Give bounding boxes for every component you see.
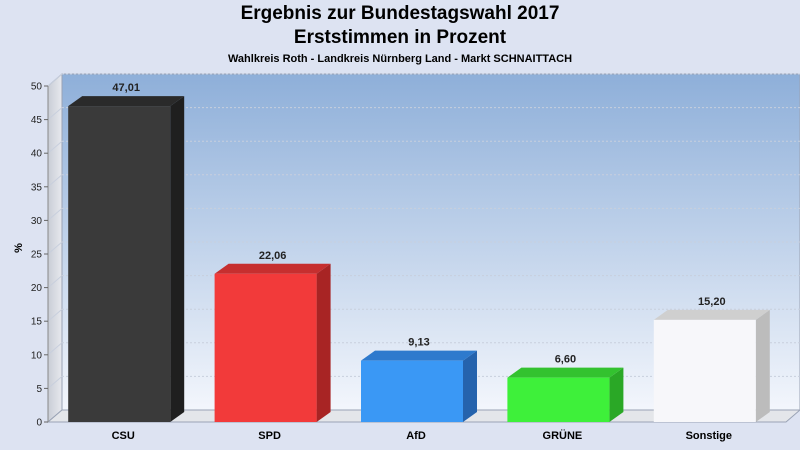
bar-side <box>609 367 624 422</box>
gridline-depth <box>47 241 63 255</box>
y-tick-label: 50 <box>31 82 43 93</box>
bar-side <box>463 350 477 422</box>
bar-front <box>361 360 463 422</box>
data-label: 47,01 <box>112 82 140 94</box>
chart-title: Ergebnis zur Bundestagswahl 2017 <box>240 3 560 24</box>
bar-top <box>507 367 624 378</box>
bar-top <box>214 263 331 274</box>
chart-header: Ergebnis zur Bundestagswahl 2017 Erststi… <box>0 2 800 67</box>
x-axis: CSU SPD AfD GRÜNE Sonstige <box>112 429 732 442</box>
bar-top <box>653 309 770 320</box>
bar-grüne: 6,60 <box>507 354 624 422</box>
gridline-depth <box>47 107 63 120</box>
y-tick-label: 45 <box>31 115 43 126</box>
bars: 47,01 22,06 9,13 6,60 15,20 <box>68 82 770 422</box>
bar-sonstige: 15,20 <box>653 296 770 422</box>
x-tick-label: CSU <box>112 430 135 442</box>
data-label: 9,13 <box>408 337 429 349</box>
gridline-depth <box>47 73 63 87</box>
bar-front <box>214 273 317 422</box>
bar-afd: 9,13 <box>361 337 477 422</box>
data-label: 22,06 <box>259 250 287 262</box>
y-tick-label: 35 <box>31 182 43 193</box>
gridline-depth <box>47 140 63 154</box>
y-tick-label: 10 <box>31 350 43 361</box>
bar-front <box>68 106 171 422</box>
x-tick-label: AfD <box>406 430 426 442</box>
data-label: 6,60 <box>555 354 576 366</box>
y-axis-label: % <box>13 243 25 253</box>
x-tick-label: Sonstige <box>686 430 732 442</box>
gridline-depth <box>47 275 63 288</box>
x-tick-label: SPD <box>258 430 281 442</box>
gridline-depth <box>47 308 63 322</box>
y-tick-label: 5 <box>36 384 42 395</box>
bar-spd: 22,06 <box>214 250 331 422</box>
bar-side <box>170 96 185 422</box>
gridline-depth <box>47 208 63 221</box>
y-tick-label: 15 <box>31 317 43 328</box>
chart-caption: Wahlkreis Roth - Landkreis Nürnberg Land… <box>227 53 573 65</box>
y-axis: 0 5 10 15 20 25 30 35 40 45 50 <box>31 82 49 429</box>
bar-side <box>755 309 770 422</box>
bar-front <box>507 377 610 422</box>
x-tick-label: GRÜNE <box>543 429 583 442</box>
y-tick-label: 25 <box>31 250 43 261</box>
y-tick-label: 30 <box>31 216 43 227</box>
bar-top <box>68 96 185 107</box>
gridline-depth <box>47 174 63 188</box>
bar-top <box>361 350 477 361</box>
gridline-depth <box>47 376 63 389</box>
bar-csu: 47,01 <box>68 82 185 422</box>
y-tick-label: 0 <box>36 418 42 429</box>
y-tick-label: 20 <box>31 283 43 294</box>
data-label: 15,20 <box>698 296 726 308</box>
bar-front <box>653 319 756 422</box>
gridline-depth <box>47 342 63 356</box>
y-tick-label: 40 <box>31 149 43 160</box>
bar-side <box>316 263 331 422</box>
chart-subtitle: Erststimmen in Prozent <box>293 27 507 48</box>
